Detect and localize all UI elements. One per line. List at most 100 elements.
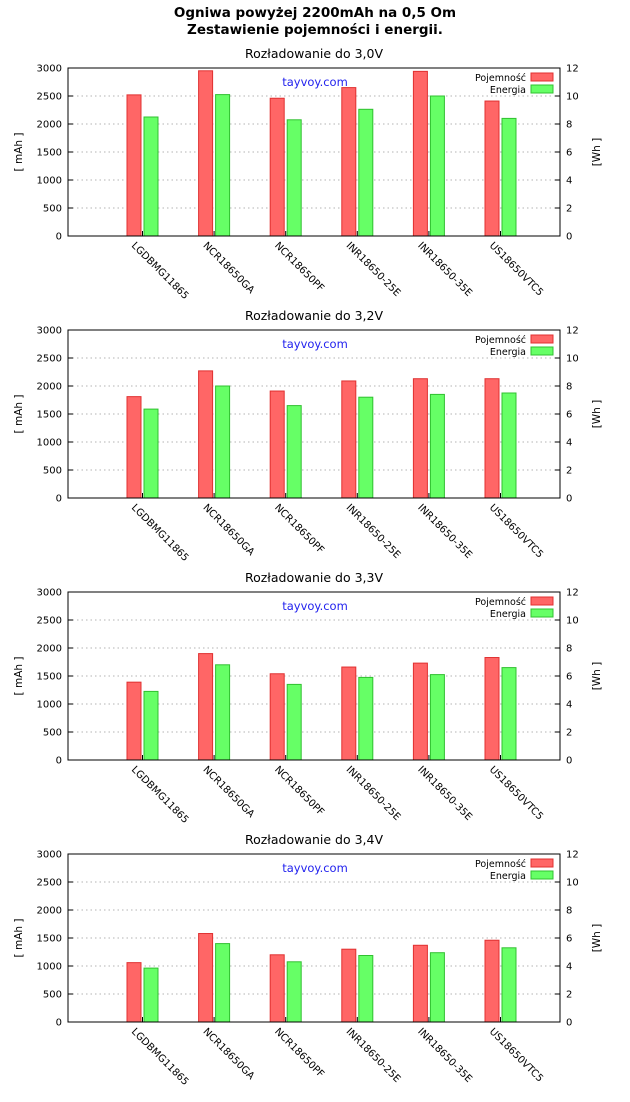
y-tick-label: 0 — [56, 494, 62, 505]
chart-title: Rozładowanie do 3,3V — [245, 570, 384, 585]
bar-pojemnosc — [484, 657, 500, 761]
bar-pojemnosc — [198, 70, 214, 237]
bar-pojemnosc — [269, 673, 285, 761]
y2-tick-label: 0 — [566, 494, 572, 505]
y2-tick-label: 6 — [566, 934, 572, 945]
bar-energia — [501, 667, 517, 761]
bar-pojemnosc — [198, 653, 214, 761]
bar-energia — [429, 674, 445, 761]
x-tick-label: INR18650-35E — [415, 502, 474, 561]
page-title-line-1: Ogniwa powyżej 2200mAh na 0,5 Om — [173, 5, 457, 21]
bar-pojemnosc — [126, 94, 142, 237]
legend-pojemnosc-label: Pojemność — [475, 335, 526, 346]
x-tick-label: NCR18650PF — [272, 1026, 326, 1080]
bar-pojemnosc — [341, 87, 357, 237]
x-tick-label: NCR18650PF — [272, 240, 326, 294]
y-tick-label: 3000 — [37, 588, 62, 599]
chart-svg: Rozładowanie do 3,2V 0 500 1000 1500 2000 2500… — [13, 308, 603, 564]
y-tick-label: 2500 — [37, 616, 62, 627]
y-axis-label: [ mAh ] — [13, 395, 25, 434]
bar-pojemnosc — [412, 662, 428, 761]
y2-tick-label: 8 — [566, 906, 572, 917]
y-tick-label: 3000 — [37, 850, 62, 861]
y-tick-label: 1500 — [37, 148, 62, 159]
bar-energia — [286, 683, 302, 761]
y-tick-label: 0 — [56, 1018, 62, 1029]
x-tick-label: NCR18650PF — [272, 764, 326, 818]
y2-tick-label: 6 — [566, 410, 572, 421]
bar-pojemnosc — [126, 962, 142, 1023]
y-tick-label: 0 — [56, 232, 62, 243]
bar-energia — [429, 952, 445, 1023]
bar-energia — [358, 676, 374, 761]
y-tick-label: 500 — [43, 728, 62, 739]
bar-energia — [286, 119, 302, 237]
x-tick-label: LGDBMG11865 — [129, 240, 191, 302]
plot-frame — [67, 853, 561, 1023]
watermark-text: tayvoy.com — [282, 75, 348, 89]
bar-pojemnosc — [269, 390, 285, 499]
legend-pojemnosc-label: Pojemność — [475, 597, 526, 608]
bar-pojemnosc — [341, 666, 357, 761]
chart-discharge-3-2v: Rozładowanie do 3,2V 0 500 1000 1500 2000 2500… — [0, 306, 630, 568]
legend-pojemnosc-swatch — [530, 596, 554, 606]
y2-tick-label: 10 — [566, 92, 579, 103]
y2-tick-label: 4 — [566, 700, 572, 711]
y-tick-label: 500 — [43, 204, 62, 215]
x-tick-label: LGDBMG11865 — [129, 764, 191, 826]
x-tick-label: INR18650-25E — [344, 502, 403, 561]
watermark-text: tayvoy.com — [282, 337, 348, 351]
y-tick-label: 1000 — [37, 962, 62, 973]
chart-discharge-3-4v: Rozładowanie do 3,4V 0 500 1000 1500 2000 2500… — [0, 830, 630, 1092]
legend-pojemnosc-label: Pojemność — [475, 73, 526, 84]
y2-axis-label: [Wh ] — [591, 662, 603, 691]
plot-frame — [67, 591, 561, 761]
x-tick-label: INR18650-25E — [344, 1026, 403, 1085]
bar-pojemnosc — [126, 396, 142, 499]
y2-tick-label: 10 — [566, 354, 579, 365]
y-tick-label: 500 — [43, 466, 62, 477]
legend-energia-label: Energia — [490, 347, 526, 358]
y2-tick-label: 10 — [566, 878, 579, 889]
chart-title: Rozładowanie do 3,4V — [245, 832, 384, 847]
y2-tick-label: 4 — [566, 176, 572, 187]
y2-tick-label: 0 — [566, 1018, 572, 1029]
y-axis-label: [ mAh ] — [13, 919, 25, 958]
x-tick-label: US18650VTC5 — [487, 240, 545, 298]
bar-energia — [286, 405, 302, 499]
watermark-text: tayvoy.com — [282, 599, 348, 613]
chart-discharge-3-3v: Rozładowanie do 3,3V 0 500 1000 1500 2000 2500… — [0, 568, 630, 830]
bar-pojemnosc — [484, 100, 500, 237]
bar-pojemnosc — [412, 70, 428, 237]
x-tick-label: INR18650-25E — [344, 240, 403, 299]
y2-axis-label: [Wh ] — [591, 138, 603, 167]
y-tick-label: 2500 — [37, 354, 62, 365]
plot-frame — [67, 329, 561, 499]
y2-tick-label: 0 — [566, 756, 572, 767]
y-axis-label: [ mAh ] — [13, 657, 25, 696]
bar-energia — [215, 385, 231, 499]
y-tick-label: 3000 — [37, 64, 62, 75]
bar-pojemnosc — [269, 97, 285, 237]
y2-tick-label: 6 — [566, 672, 572, 683]
y-tick-label: 2500 — [37, 92, 62, 103]
bar-energia — [215, 664, 231, 761]
bar-pojemnosc — [341, 380, 357, 499]
chart-title: Rozładowanie do 3,0V — [245, 46, 384, 61]
bar-pojemnosc — [126, 681, 142, 761]
bar-energia — [358, 396, 374, 499]
y-tick-label: 1000 — [37, 700, 62, 711]
y-axis-label: [ mAh ] — [13, 133, 25, 172]
y2-tick-label: 2 — [566, 990, 572, 1001]
legend-energia-swatch — [530, 608, 554, 618]
bar-pojemnosc — [484, 939, 500, 1023]
y2-tick-label: 8 — [566, 644, 572, 655]
watermark-text: tayvoy.com — [282, 861, 348, 875]
y2-tick-label: 2 — [566, 466, 572, 477]
bar-energia — [143, 408, 159, 499]
bar-energia — [143, 116, 159, 237]
legend-energia-label: Energia — [490, 871, 526, 882]
y-tick-label: 2000 — [37, 906, 62, 917]
x-tick-label: NCR18650GA — [200, 240, 256, 296]
y2-tick-label: 12 — [566, 588, 579, 599]
